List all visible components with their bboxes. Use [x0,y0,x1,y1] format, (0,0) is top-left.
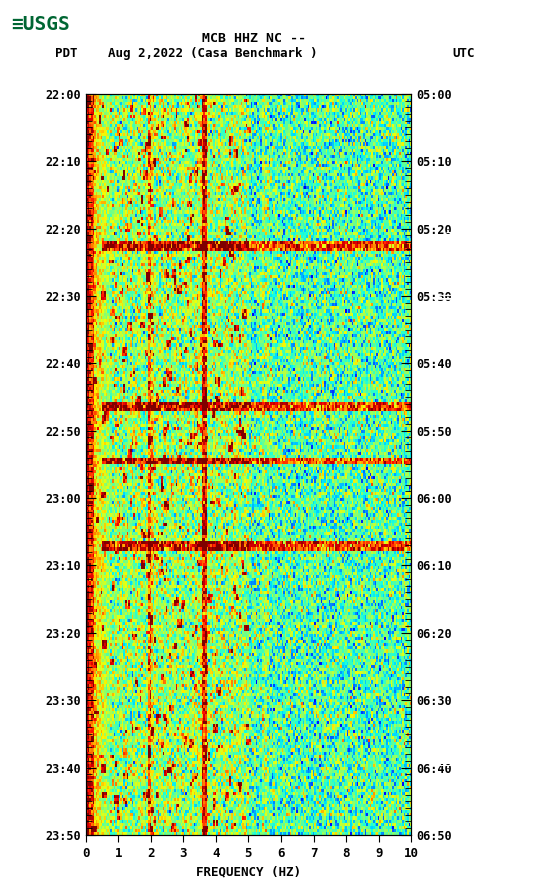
X-axis label: FREQUENCY (HZ): FREQUENCY (HZ) [196,865,301,879]
Text: Aug 2,2022: Aug 2,2022 [108,47,183,60]
Text: PDT: PDT [55,47,78,60]
Text: ≡USGS: ≡USGS [11,14,70,34]
Text: (Casa Benchmark ): (Casa Benchmark ) [190,47,317,60]
Text: MCB HHZ NC --: MCB HHZ NC -- [202,32,306,45]
Text: UTC: UTC [453,47,475,60]
